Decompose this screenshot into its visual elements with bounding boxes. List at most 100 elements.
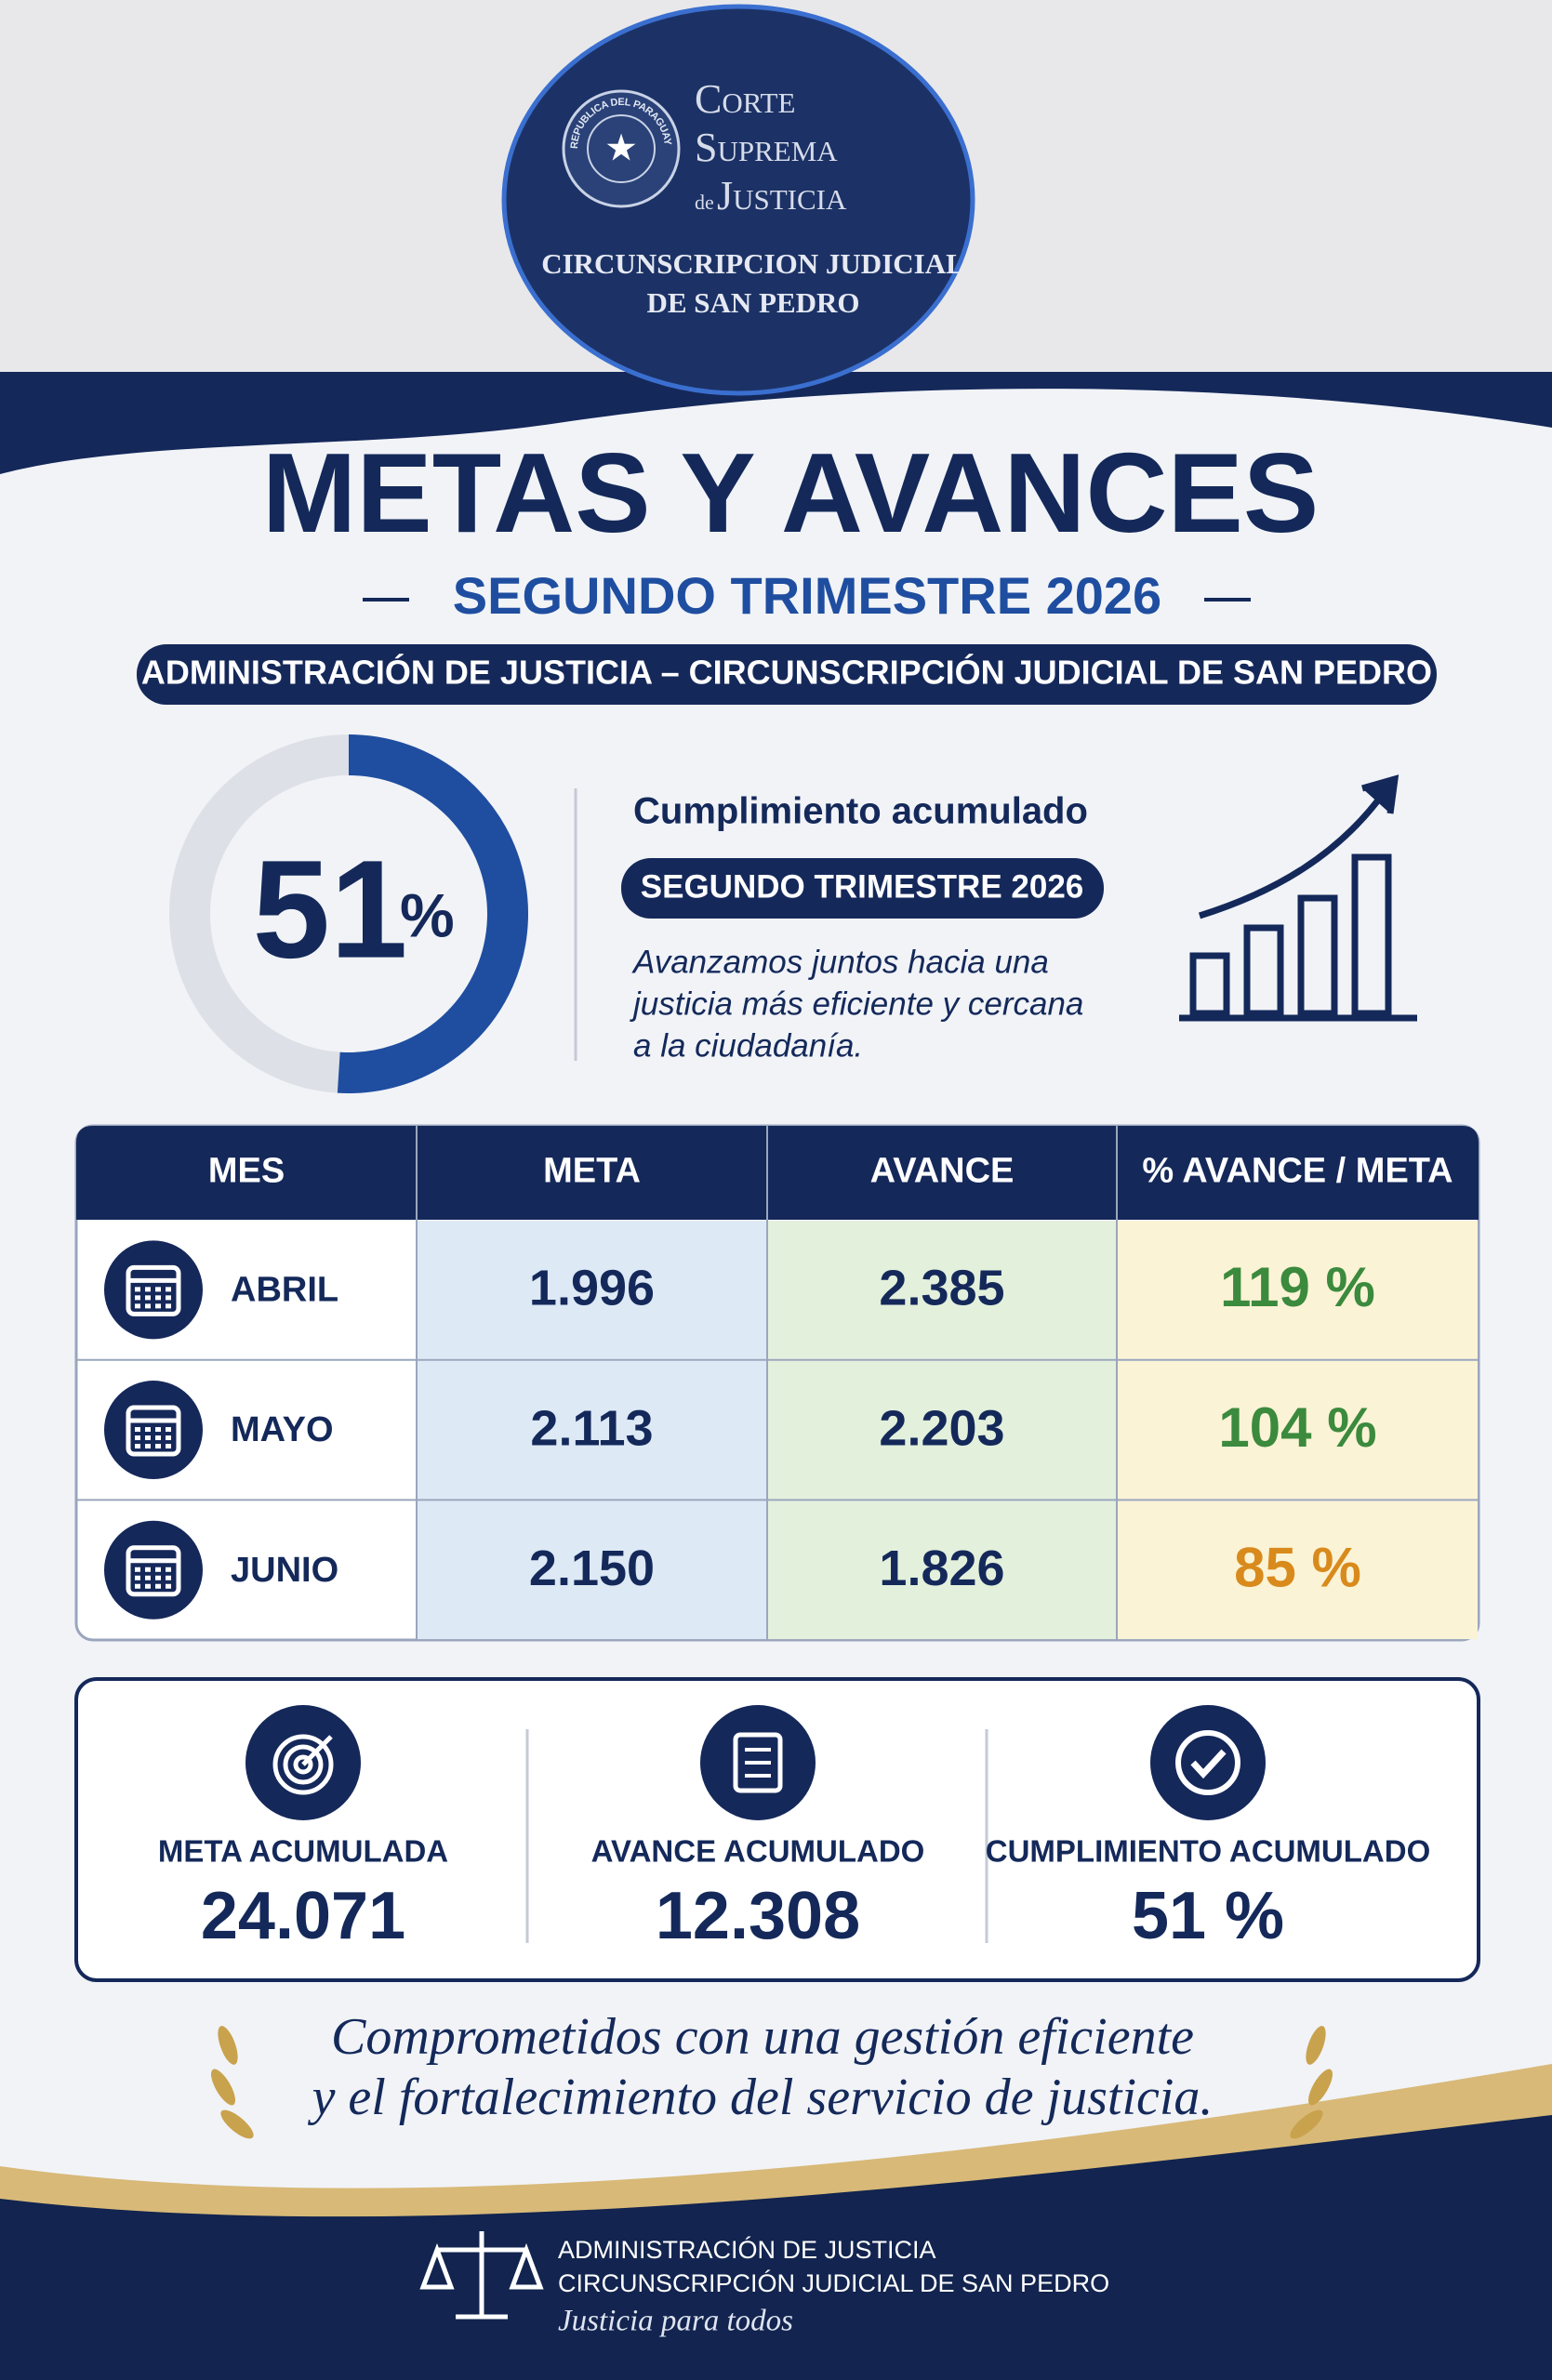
calendar-icon (145, 1575, 151, 1580)
calendar-icon (155, 1575, 161, 1580)
calendar-icon (145, 1427, 151, 1433)
cell-value: 104 % (1218, 1396, 1376, 1459)
column-header: MES (208, 1152, 285, 1191)
calendar-icon (145, 1567, 151, 1572)
banner-text: ADMINISTRACIÓN DE JUSTICIA – CIRCUNSCRIP… (141, 653, 1432, 692)
closing-text: Comprometidos con una gestión eficiente (331, 2008, 1194, 2066)
total-icon (733, 1732, 783, 1793)
total-icon (293, 1754, 313, 1775)
cell-value: 85 % (1234, 1537, 1361, 1599)
calendar-icon (155, 1583, 161, 1589)
footer-bg (0, 2115, 1552, 2380)
calendar-icon (155, 1287, 161, 1292)
calendar-icon (135, 1295, 140, 1301)
cell-value: 2.150 (529, 1540, 655, 1596)
cell-value: 2.203 (879, 1400, 1004, 1456)
calendar-icon (126, 1264, 181, 1316)
total-icon (272, 1734, 334, 1795)
calendar-icon (104, 1381, 203, 1480)
gauge-value: 51 (253, 831, 408, 987)
calendar-icon (135, 1583, 140, 1589)
calendar-icon (135, 1567, 140, 1572)
seal-star: ★ (604, 128, 638, 169)
total-value: 51 % (1132, 1879, 1284, 1953)
logo-sub: CIRCUNSCRIPCION JUDICIAL (541, 247, 965, 280)
calendar-icon (155, 1444, 161, 1449)
calendar-icon (155, 1435, 161, 1441)
cell-value: 2.113 (530, 1400, 653, 1456)
footer-text: CIRCUNSCRIPCIÓN JUDICIAL DE SAN PEDRO (558, 2268, 1109, 2297)
top-wave (0, 372, 1552, 474)
calendar-icon (135, 1575, 140, 1580)
summary-heading: Cumplimiento acumulado (633, 791, 1088, 832)
calendar-icon (155, 1427, 161, 1433)
closing-text: y el fortalecimiento del servicio de jus… (308, 2069, 1214, 2126)
calendar-icon (126, 1545, 181, 1597)
calendar-icon (145, 1287, 151, 1292)
total-label: AVANCE ACUMULADO (591, 1834, 925, 1869)
cell-bg (768, 1360, 1116, 1500)
subtitle: SEGUNDO TRIMESTRE 2026 (453, 566, 1161, 625)
description: Avanzamos juntos hacia una justicia más e… (630, 944, 1083, 1064)
calendar-icon (166, 1295, 171, 1301)
calendar-icon (104, 1240, 203, 1340)
calendar-icon (155, 1303, 161, 1309)
logo-text: Justicia (717, 173, 847, 218)
month-label: JUNIO (231, 1551, 338, 1590)
description-line: Avanzamos juntos hacia una (631, 944, 1049, 980)
gauge-unit: % (400, 880, 455, 949)
footer-text: ADMINISTRACIÓN DE JUSTICIA (558, 2235, 936, 2264)
calendar-icon (145, 1303, 151, 1309)
cell-bg (768, 1501, 1116, 1640)
column-header: META (543, 1152, 641, 1191)
cell-bg (418, 1501, 766, 1640)
calendar-icon (166, 1287, 171, 1292)
calendar-icon (166, 1427, 171, 1433)
cell-bg (418, 1360, 766, 1500)
totals-box (74, 1677, 1480, 1982)
total-label: META ACUMULADA (158, 1834, 448, 1869)
logo-sub: DE SAN PEDRO (646, 286, 859, 319)
cell-value: 1.826 (879, 1540, 1004, 1596)
seal (562, 89, 681, 208)
cell-bg (768, 1221, 1116, 1359)
scale-icon (419, 2231, 544, 2320)
cell-bg (418, 1221, 766, 1359)
logo-text: Suprema (695, 125, 838, 170)
total-icon (301, 1735, 333, 1766)
total-value: 24.071 (201, 1879, 405, 1953)
calendar-icon (145, 1295, 151, 1301)
total-icon (1190, 1749, 1227, 1779)
growth-icon (1179, 774, 1417, 1022)
cell-value: 1.996 (529, 1261, 655, 1316)
total-icon (1175, 1730, 1240, 1795)
total-icon (1150, 1705, 1266, 1820)
column-header: % AVANCE / META (1142, 1152, 1453, 1191)
calendar-icon (166, 1444, 171, 1449)
footer-tagline: Justicia para todos (558, 2305, 793, 2338)
gauge-arc (337, 734, 529, 1093)
pill-text: SEGUNDO TRIMESTRE 2026 (641, 868, 1084, 905)
description-line: a la ciudadanía. (633, 1027, 863, 1064)
seal-inner (587, 114, 656, 183)
calendar-icon (145, 1435, 151, 1441)
banner (137, 644, 1437, 705)
calendar-icon (145, 1444, 151, 1449)
calendar-icon (104, 1520, 203, 1620)
logo-text: Corte (695, 76, 795, 122)
title: METAS Y AVANCES (262, 430, 1320, 556)
pill (621, 858, 1104, 919)
totals: META ACUMULADA 24.071 AVANCE ACUMULADO 12.3… (158, 1705, 1430, 1953)
calendar-icon (166, 1303, 171, 1309)
description-line: justicia más eficiente y cercana (630, 985, 1083, 1022)
total-label: CUMPLIMIENTO ACUMULADO (986, 1834, 1430, 1869)
cell-value: 119 % (1220, 1256, 1375, 1318)
cell-bg (1118, 1501, 1478, 1640)
calendar-icon (135, 1287, 140, 1292)
calendar-icon (126, 1405, 181, 1457)
total-value: 12.308 (656, 1879, 860, 1953)
laurel (211, 2026, 1333, 2139)
calendar-icon (166, 1435, 171, 1441)
calendar-icon (135, 1427, 140, 1433)
